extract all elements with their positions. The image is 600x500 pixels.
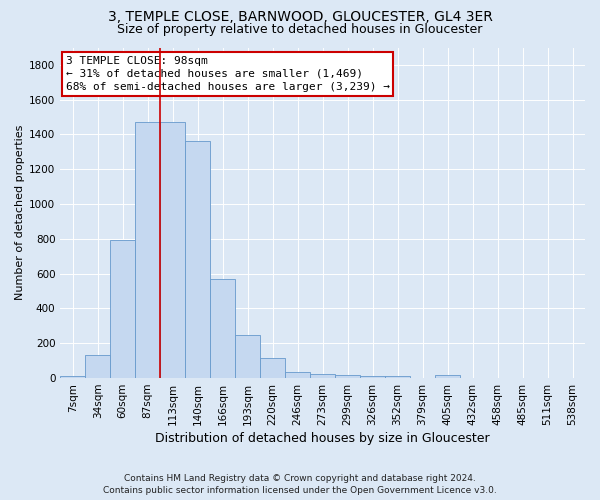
Bar	[385, 376, 410, 378]
Text: Contains HM Land Registry data © Crown copyright and database right 2024.
Contai: Contains HM Land Registry data © Crown c…	[103, 474, 497, 495]
Bar	[110, 240, 135, 378]
X-axis label: Distribution of detached houses by size in Gloucester: Distribution of detached houses by size …	[155, 432, 490, 445]
Bar	[185, 140, 210, 378]
Bar	[360, 376, 385, 378]
Bar	[60, 376, 85, 378]
Bar	[260, 358, 285, 378]
Text: 3, TEMPLE CLOSE, BARNWOOD, GLOUCESTER, GL4 3ER: 3, TEMPLE CLOSE, BARNWOOD, GLOUCESTER, G…	[107, 10, 493, 24]
Bar	[285, 372, 310, 378]
Bar	[310, 374, 335, 378]
Bar	[210, 279, 235, 378]
Bar	[435, 374, 460, 378]
Y-axis label: Number of detached properties: Number of detached properties	[15, 125, 25, 300]
Bar	[335, 374, 360, 378]
Bar	[85, 354, 110, 378]
Text: Size of property relative to detached houses in Gloucester: Size of property relative to detached ho…	[118, 22, 482, 36]
Text: 3 TEMPLE CLOSE: 98sqm
← 31% of detached houses are smaller (1,469)
68% of semi-d: 3 TEMPLE CLOSE: 98sqm ← 31% of detached …	[65, 56, 389, 92]
Bar	[160, 122, 185, 378]
Bar	[135, 122, 160, 378]
Bar	[235, 334, 260, 378]
